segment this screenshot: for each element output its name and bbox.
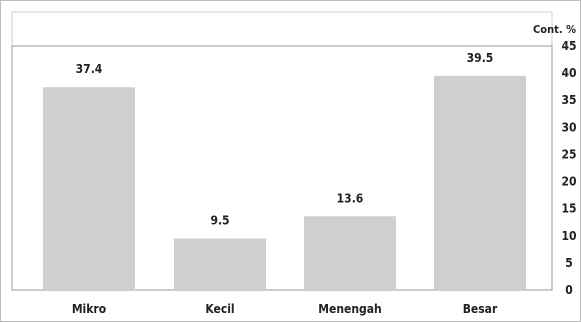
bar-menengah [304, 216, 396, 290]
y-tick-label: 20 [561, 175, 576, 189]
category-label: Besar [463, 302, 498, 316]
bar-kecil [174, 238, 266, 290]
header-strip [11, 11, 553, 47]
data-label: 37.4 [76, 62, 103, 76]
bar-besar [434, 75, 526, 290]
y-tick-label: 25 [561, 147, 576, 161]
y-tick-label: 5 [565, 256, 573, 270]
y-tick-label: 30 [561, 120, 576, 134]
data-label: 13.6 [337, 191, 364, 205]
category-label: Kecil [205, 302, 234, 316]
bars-group [43, 75, 526, 290]
bar-mikro [43, 87, 135, 290]
y-tick-label: 10 [561, 229, 576, 243]
y-tick-label: 35 [561, 93, 576, 107]
data-labels-group: 37.4 9.5 13.6 39.5 [76, 51, 494, 228]
category-label: Mikro [72, 302, 106, 316]
y-tick-label: 0 [565, 283, 573, 297]
data-label: 39.5 [467, 51, 494, 65]
category-label: Menengah [318, 302, 381, 316]
category-labels-group: Mikro Kecil Menengah Besar [72, 302, 498, 316]
y-tick-label: 45 [561, 39, 576, 53]
y-tick-label: 40 [561, 66, 576, 80]
y-axis-label: Cont. % [533, 23, 576, 36]
data-label: 9.5 [210, 213, 229, 227]
y-tick-label: 15 [561, 202, 576, 216]
y-axis-ticks: 0 5 10 15 20 25 30 35 40 45 [561, 39, 576, 297]
